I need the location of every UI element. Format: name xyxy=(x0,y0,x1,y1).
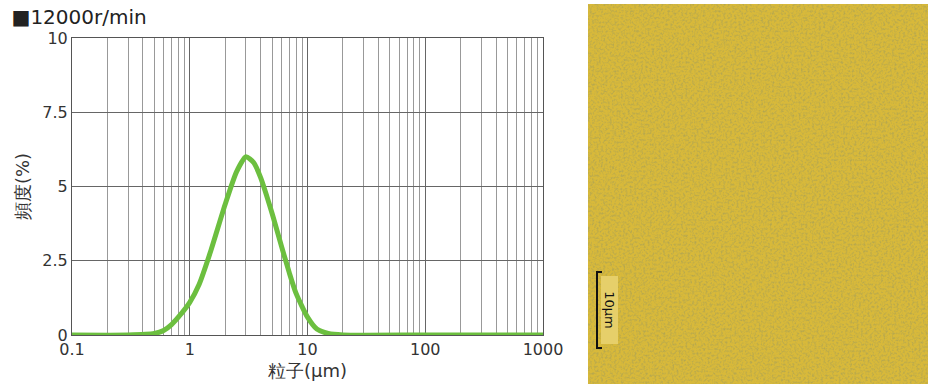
svg-text:■12000r/min: ■12000r/min xyxy=(12,5,147,29)
svg-text:10: 10 xyxy=(297,340,317,359)
svg-text:粒子(μm): 粒子(μm) xyxy=(268,360,347,381)
svg-text:1000: 1000 xyxy=(523,340,564,359)
svg-text:10μm: 10μm xyxy=(602,291,617,328)
svg-text:5: 5 xyxy=(58,177,68,196)
svg-text:頻度(%): 頻度(%) xyxy=(12,153,33,220)
svg-text:10: 10 xyxy=(47,29,67,48)
svg-text:100: 100 xyxy=(410,340,441,359)
svg-text:0.1: 0.1 xyxy=(59,340,84,359)
svg-text:2.5: 2.5 xyxy=(42,251,67,270)
svg-text:7.5: 7.5 xyxy=(42,103,67,122)
svg-text:0: 0 xyxy=(58,326,68,345)
svg-text:1: 1 xyxy=(185,340,195,359)
